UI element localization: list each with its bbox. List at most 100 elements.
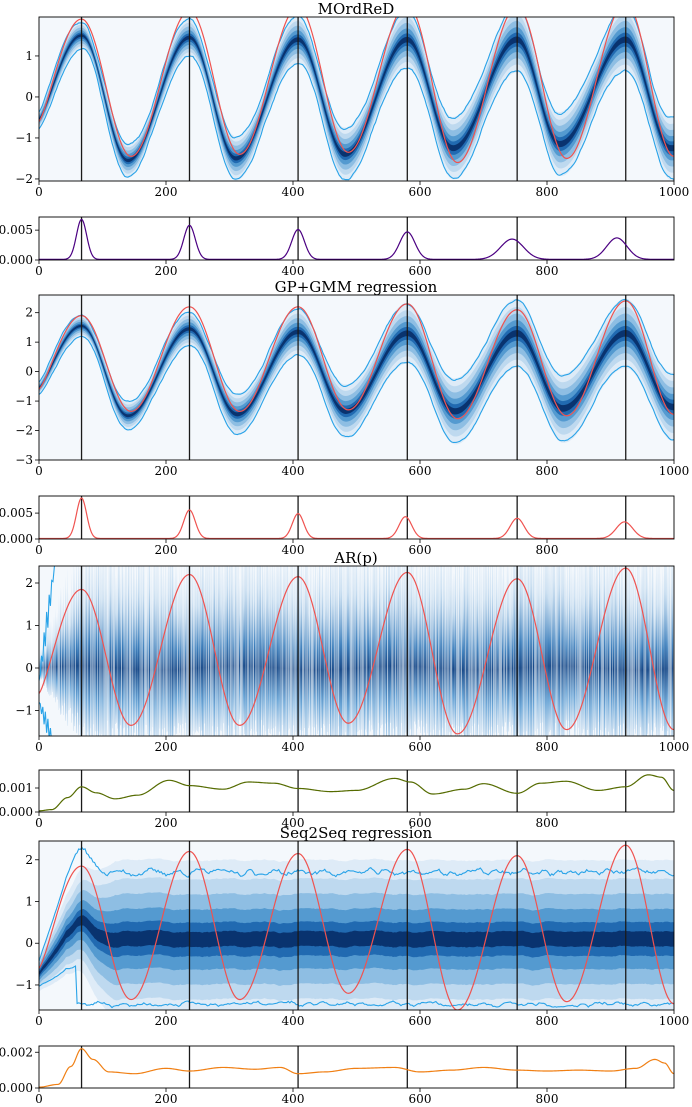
y-tick-label: 1 xyxy=(25,619,33,633)
noise-column xyxy=(496,566,498,736)
noise-column xyxy=(119,566,121,736)
seq2seq-title: Seq2Seq regression xyxy=(280,824,433,842)
noise-column xyxy=(467,566,469,736)
x-tick-label: 800 xyxy=(536,185,559,199)
noise-column xyxy=(271,566,273,730)
noise-column xyxy=(171,566,173,736)
noise-column xyxy=(360,566,362,736)
noise-column xyxy=(266,566,268,736)
noise-column xyxy=(363,566,365,736)
noise-column xyxy=(656,566,658,736)
noise-column xyxy=(110,566,112,736)
x-tick-label: 800 xyxy=(536,816,559,830)
noise-column xyxy=(636,580,638,725)
noise-column xyxy=(361,566,363,730)
noise-column xyxy=(188,566,190,736)
noise-column xyxy=(398,566,400,736)
noise-column xyxy=(166,568,168,733)
noise-column xyxy=(653,568,655,732)
noise-column xyxy=(591,566,593,736)
noise-column xyxy=(100,566,102,736)
noise-column xyxy=(344,566,346,736)
noise-column xyxy=(511,566,513,736)
noise-column xyxy=(296,566,298,736)
noise-column xyxy=(427,566,429,734)
noise-column xyxy=(421,578,423,721)
noise-column xyxy=(638,566,640,736)
noise-column xyxy=(633,566,635,736)
noise-column xyxy=(273,568,275,729)
noise-column xyxy=(459,566,461,736)
arp-panel: AR(p) 0 200 400 600 800 1000 −1 0 1 2 xyxy=(15,549,689,754)
noise-column xyxy=(492,566,494,736)
noise-column xyxy=(50,621,52,696)
noise-column xyxy=(326,566,328,736)
noise-column xyxy=(555,572,557,724)
noise-column xyxy=(644,566,646,736)
density-band xyxy=(39,323,674,419)
noise-column xyxy=(558,566,560,736)
noise-column xyxy=(632,566,634,736)
x-tick-label: 800 xyxy=(536,464,559,478)
noise-column xyxy=(561,566,563,736)
noise-column xyxy=(134,566,136,733)
noise-column xyxy=(402,566,404,736)
noise-column xyxy=(600,567,602,731)
x-tick-label: 800 xyxy=(536,1014,559,1028)
noise-column xyxy=(54,616,56,698)
noise-column xyxy=(153,566,155,736)
noise-column xyxy=(658,566,660,736)
noise-column xyxy=(553,566,555,736)
noise-column xyxy=(503,566,505,736)
x-tick-label: 200 xyxy=(155,185,178,199)
noise-column xyxy=(518,566,520,734)
y-tick-label: −2 xyxy=(15,424,33,438)
noise-column xyxy=(130,566,132,736)
x-tick-label: 0 xyxy=(35,185,43,199)
noise-column xyxy=(669,566,671,736)
noise-column xyxy=(472,578,474,727)
noise-column xyxy=(610,566,612,736)
noise-column xyxy=(465,566,467,736)
noise-column xyxy=(383,566,385,736)
noise-column xyxy=(650,566,652,736)
noise-column xyxy=(487,566,489,734)
noise-column xyxy=(169,566,171,736)
noise-column xyxy=(647,566,649,734)
noise-column xyxy=(425,566,427,736)
x-tick-label: 600 xyxy=(409,264,432,278)
noise-column xyxy=(44,637,46,686)
noise-column xyxy=(312,577,314,727)
x-tick-label: 400 xyxy=(282,1092,305,1106)
noise-column xyxy=(480,566,482,736)
noise-column xyxy=(172,566,174,736)
noise-column xyxy=(424,566,426,733)
noise-column xyxy=(347,566,349,736)
noise-column xyxy=(462,582,464,724)
noise-column xyxy=(521,566,523,736)
noise-column xyxy=(486,566,488,736)
noise-column xyxy=(246,566,248,736)
noise-column xyxy=(645,566,647,736)
noise-column xyxy=(73,566,75,732)
noise-column xyxy=(367,566,369,736)
noise-column xyxy=(562,566,564,736)
noise-column xyxy=(379,566,381,736)
noise-column xyxy=(434,566,436,736)
noise-column xyxy=(143,566,145,736)
noise-column xyxy=(261,579,263,721)
noise-column xyxy=(461,566,463,736)
noise-column xyxy=(127,571,129,729)
noise-column xyxy=(513,566,515,736)
plot-frame xyxy=(38,16,675,182)
noise-column xyxy=(185,581,187,723)
noise-column xyxy=(163,566,165,736)
noise-column xyxy=(507,566,509,736)
noise-column xyxy=(522,566,524,736)
noise-column xyxy=(408,566,410,736)
mordred-title: MOrdReD xyxy=(318,0,395,18)
noise-column xyxy=(94,566,96,736)
x-tick-label: 800 xyxy=(536,264,559,278)
noise-column xyxy=(616,566,618,736)
